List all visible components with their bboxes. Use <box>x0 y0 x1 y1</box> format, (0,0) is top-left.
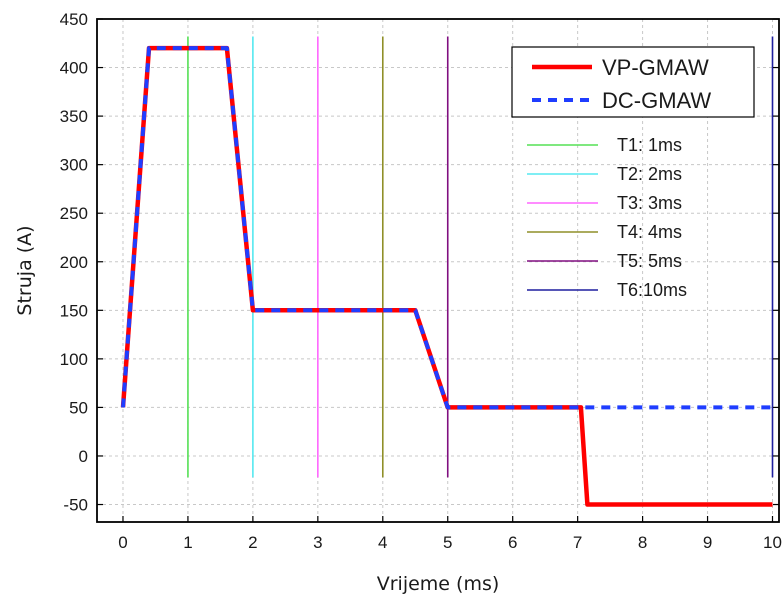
legend-marker-label: T1: 1ms <box>617 135 682 155</box>
x-tick-label: 9 <box>703 533 712 552</box>
legend-marker-label: T5: 5ms <box>617 251 682 271</box>
x-tick-label: 6 <box>508 533 517 552</box>
data-series <box>120 45 773 507</box>
x-tick-label: 10 <box>763 533 782 552</box>
x-tick-label: 3 <box>313 533 322 552</box>
y-tick-label: 150 <box>60 301 88 320</box>
plot-frame <box>96 18 780 523</box>
y-tick-label: 250 <box>60 204 88 223</box>
time-markers <box>187 36 774 478</box>
y-axis-title: Struja (A) <box>14 225 36 315</box>
legend-marker-label: T2: 2ms <box>617 164 682 184</box>
legend-marker-label: T3: 3ms <box>617 193 682 213</box>
legend-label: DC-GMAW <box>602 88 711 113</box>
y-tick-label: 50 <box>69 398 88 417</box>
axis-ticks: 0 1 2 3 4 5 6 7 8 9 10 -50 0 50 100 150 200 250 300 350 400 4… <box>60 10 782 552</box>
series-line-dc-gmaw <box>121 46 773 410</box>
x-tick-label: 7 <box>573 533 582 552</box>
y-tick-label: 450 <box>60 10 88 29</box>
x-tick-label: 2 <box>248 533 257 552</box>
x-tick-label: 4 <box>378 533 387 552</box>
y-tick-label: 350 <box>60 107 88 126</box>
x-tick-label: 1 <box>183 533 192 552</box>
y-tick-label: 100 <box>60 350 88 369</box>
x-tick-label: 8 <box>638 533 647 552</box>
x-tick-label: 0 <box>118 533 127 552</box>
y-tick-label: -50 <box>63 496 88 515</box>
legend: VP-GMAW DC-GMAW T1: 1ms T2: 2ms T3: 3ms T4: 4… <box>511 46 755 300</box>
legend-box <box>511 46 755 118</box>
legend-marker-label: T6:10ms <box>617 280 687 300</box>
y-tick-label: 0 <box>79 447 88 466</box>
legend-marker-label: T4: 4ms <box>617 222 682 242</box>
x-tick-label: 5 <box>443 533 452 552</box>
x-axis-title: Vrijeme (ms) <box>377 573 500 595</box>
y-tick-label: 400 <box>60 59 88 78</box>
y-tick-label: 200 <box>60 253 88 272</box>
y-tick-label: 300 <box>60 156 88 175</box>
legend-label: VP-GMAW <box>602 55 709 80</box>
